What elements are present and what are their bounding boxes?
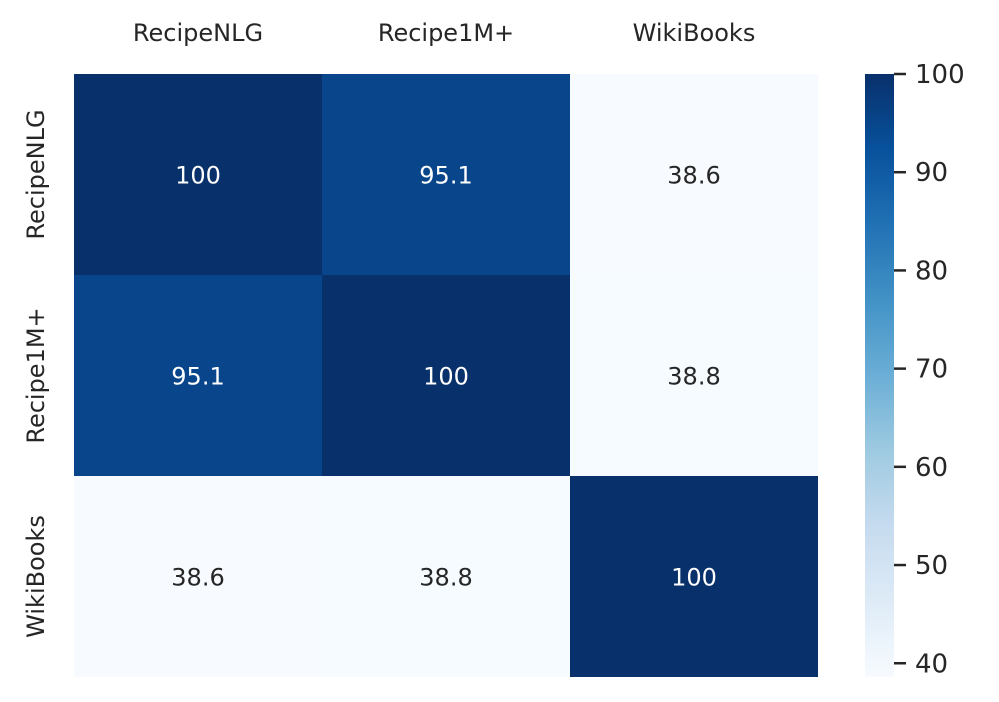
cell-value-label: 100 [671, 564, 717, 592]
heatmap-cell [74, 476, 322, 677]
cell-value-label: 38.8 [419, 564, 472, 592]
row-label: RecipeNLG [22, 109, 50, 239]
heatmap-cell [322, 476, 570, 677]
cell-value-label: 100 [423, 363, 469, 391]
colorbar-gradient [865, 74, 894, 677]
cell-value-label: 38.6 [171, 564, 224, 592]
heatmap-cells [74, 74, 818, 677]
heatmap-cell [74, 74, 322, 275]
column-labels: RecipeNLG Recipe1M+ WikiBooks [133, 19, 755, 47]
heatmap-cell [322, 74, 570, 275]
colorbar: 40 50 60 70 80 90 100 [865, 60, 965, 679]
column-label: WikiBooks [633, 19, 756, 47]
row-labels: RecipeNLG Recipe1M+ WikiBooks [22, 109, 50, 637]
heatmap-cell [74, 275, 322, 476]
column-label: Recipe1M+ [378, 19, 514, 47]
cell-value-label: 95.1 [419, 162, 472, 190]
row-label: Recipe1M+ [22, 307, 50, 443]
heatmap-cell [322, 275, 570, 476]
cell-value-label: 38.6 [667, 162, 720, 190]
row-label: WikiBooks [22, 515, 50, 638]
colorbar-tick-label: 60 [915, 453, 948, 483]
column-label: RecipeNLG [133, 19, 263, 47]
colorbar-tick-label: 80 [915, 256, 948, 286]
colorbar-ticks: 40 50 60 70 80 90 100 [894, 60, 965, 679]
heatmap-cell [570, 476, 818, 677]
heatmap-cell-labels: 100 95.1 38.6 95.1 100 38.8 38.6 38.8 100 [171, 162, 720, 592]
cell-value-label: 38.8 [667, 363, 720, 391]
colorbar-tick-label: 70 [915, 355, 948, 385]
colorbar-tick-label: 50 [915, 551, 948, 581]
cell-value-label: 100 [175, 162, 221, 190]
colorbar-tick-label: 90 [915, 158, 948, 188]
colorbar-tick-label: 40 [915, 649, 948, 679]
heatmap-cell [570, 275, 818, 476]
cell-value-label: 95.1 [171, 363, 224, 391]
heatmap-cell [570, 74, 818, 275]
colorbar-tick-label: 100 [915, 60, 965, 90]
